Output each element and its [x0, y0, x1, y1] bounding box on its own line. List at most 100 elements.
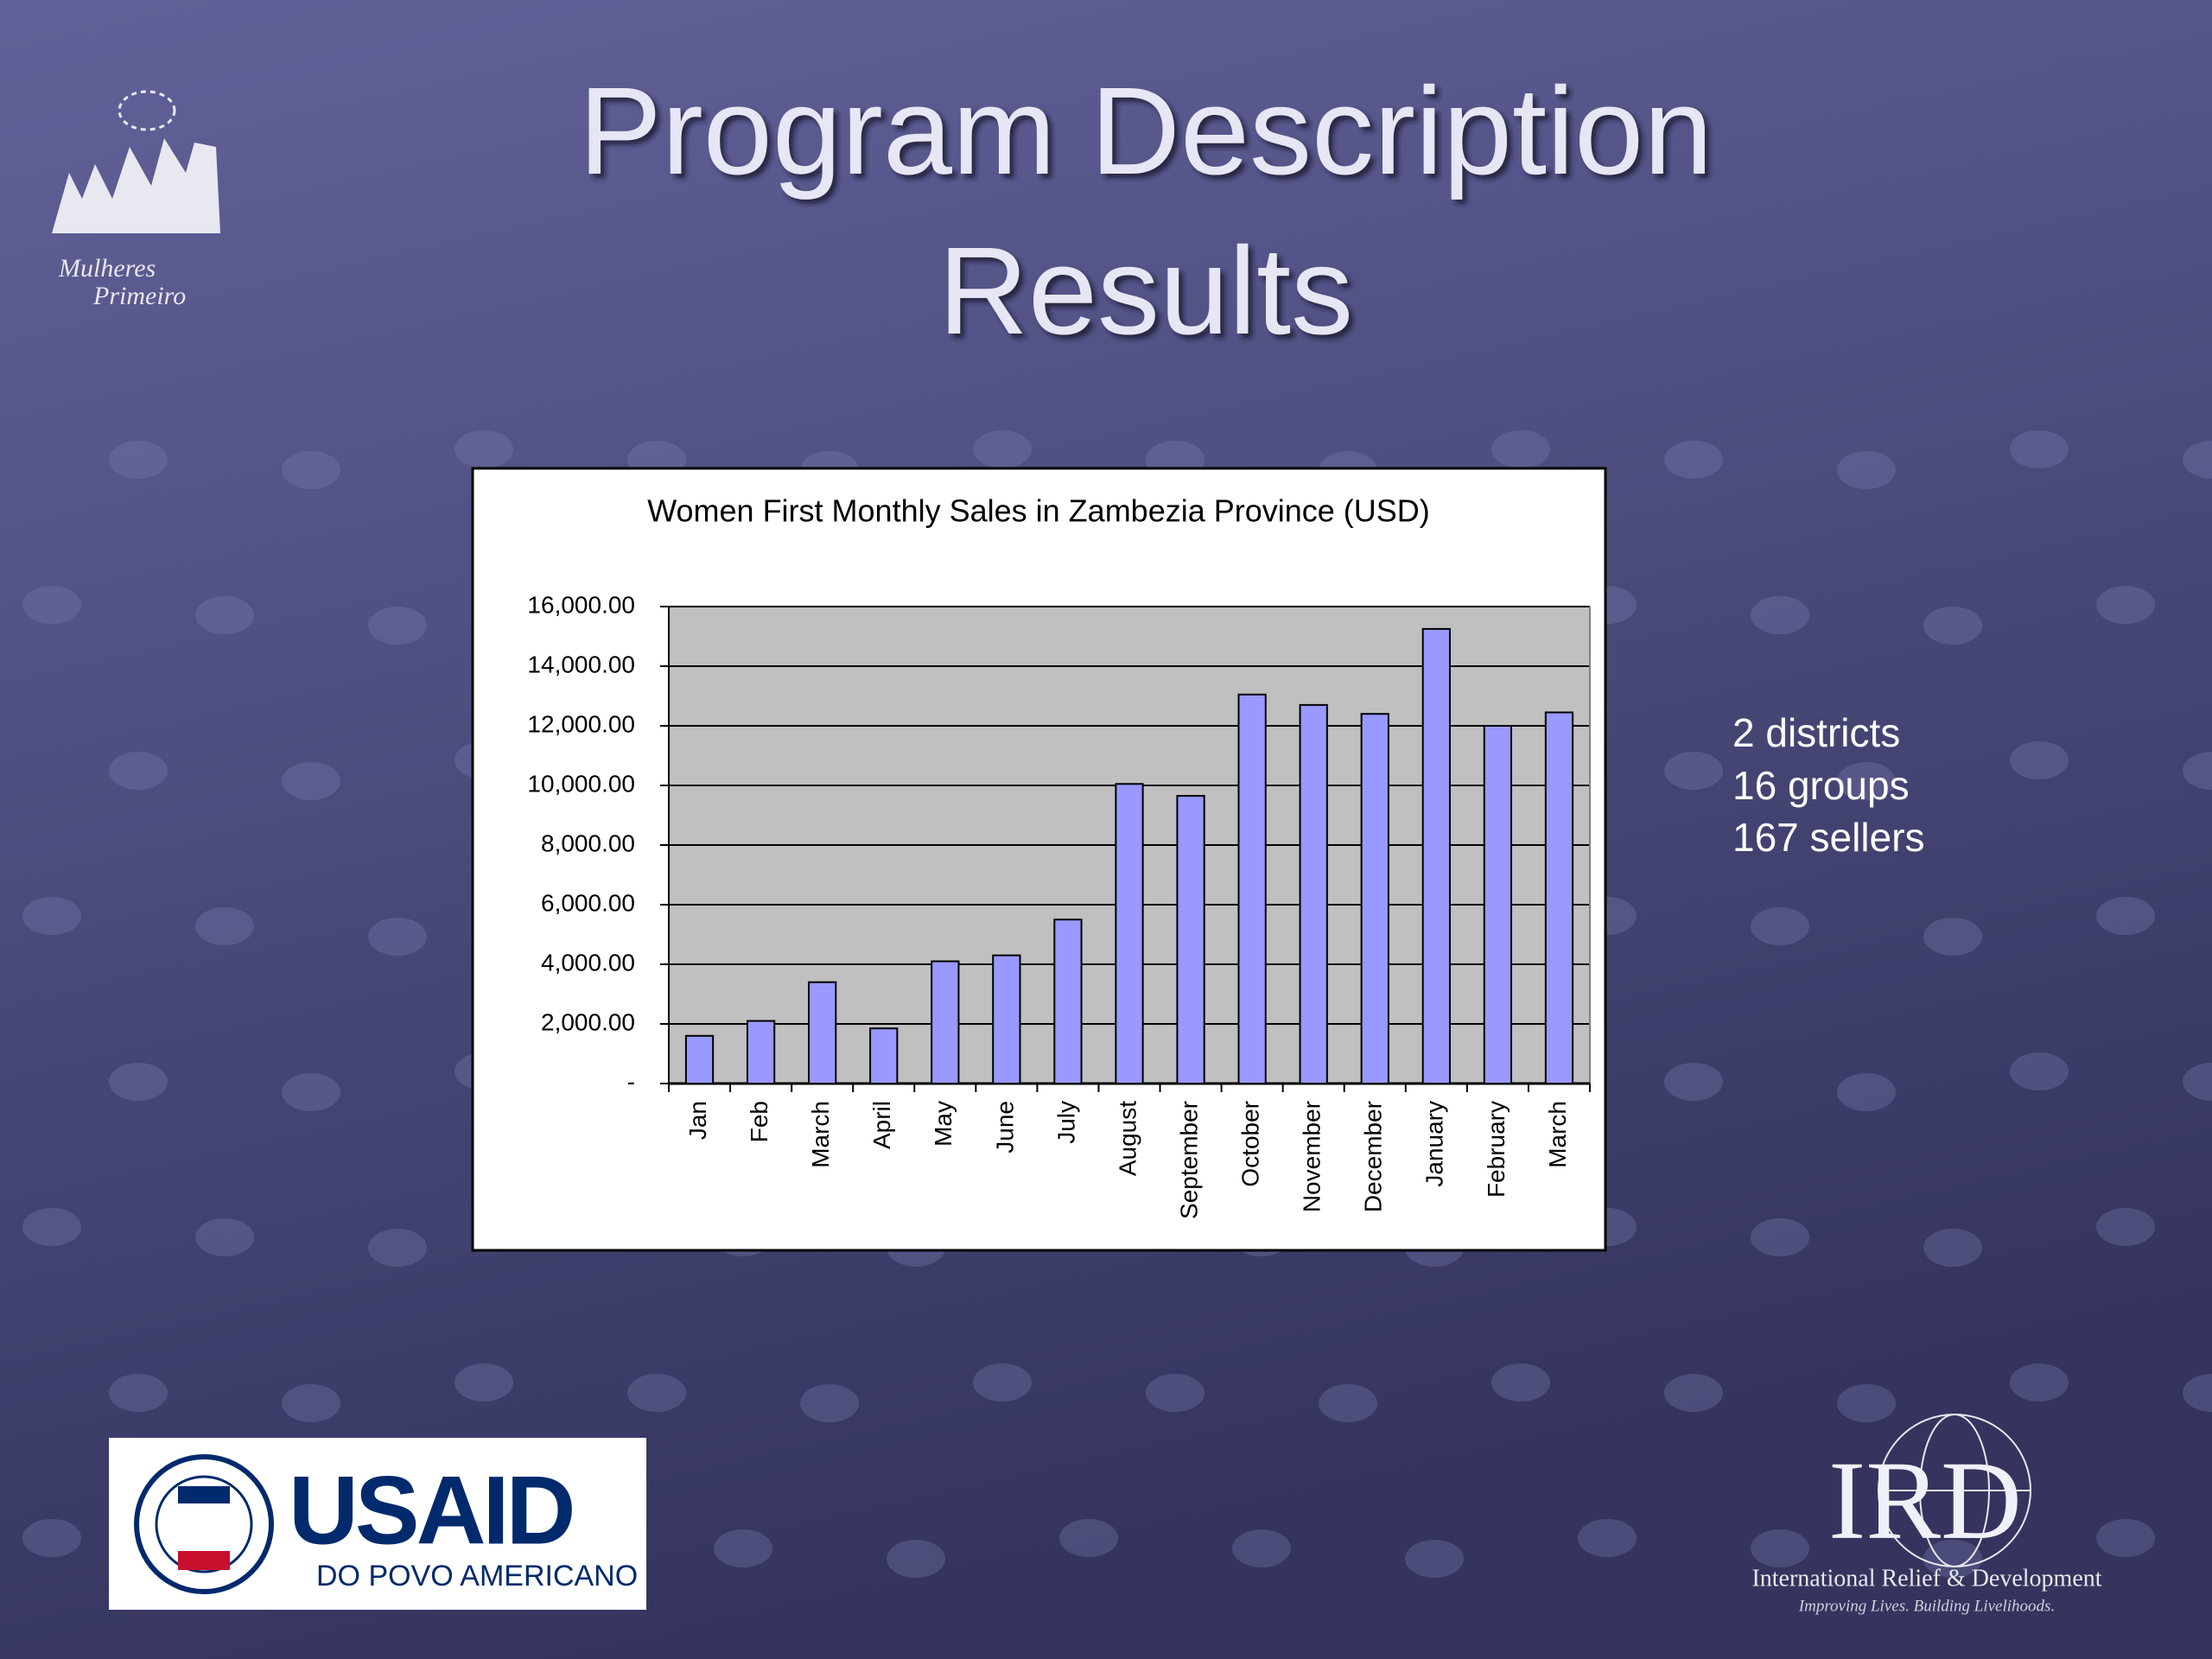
bar: [746, 1020, 776, 1085]
bar: [1544, 711, 1574, 1084]
background-dot: [109, 1374, 168, 1412]
background-dot: [1923, 607, 1982, 645]
background-dot: [454, 430, 513, 468]
logo-text: Primeiro: [92, 282, 186, 310]
x-tick-label: May: [930, 1101, 957, 1147]
bar: [1360, 713, 1389, 1084]
bar: [684, 1034, 715, 1085]
bar: [1483, 725, 1513, 1084]
x-tick-label: March: [1544, 1101, 1571, 1168]
background-dot: [1751, 596, 1809, 634]
background-dot: [1837, 1073, 1896, 1111]
background-dot: [1923, 1229, 1982, 1267]
background-dot: [22, 1208, 81, 1246]
background-dot: [1664, 441, 1723, 479]
background-dot: [195, 907, 254, 945]
background-dot: [1664, 752, 1723, 790]
y-tick-label: -: [627, 1068, 635, 1095]
logo-text: DO POVO AMERICANO: [316, 1560, 638, 1592]
logo-text: USAID: [289, 1457, 573, 1565]
bar: [1176, 795, 1205, 1084]
background-dot: [1319, 1384, 1377, 1422]
logo-text: IRD: [1828, 1439, 2022, 1563]
bar: [1115, 783, 1144, 1085]
background-dot: [973, 430, 1032, 468]
background-dot: [282, 762, 340, 800]
background-dot: [2010, 430, 2069, 468]
background-dot: [1751, 1218, 1809, 1256]
background-dot: [1491, 1363, 1550, 1402]
background-dot: [1059, 1519, 1118, 1557]
bar: [869, 1027, 899, 1085]
x-tick-label: Feb: [746, 1101, 772, 1142]
bar: [1299, 703, 1328, 1084]
background-dot: [22, 897, 81, 935]
y-tick-label: 12,000.00: [527, 710, 635, 737]
x-tick-label: March: [807, 1101, 834, 1168]
background-dot: [1578, 1519, 1637, 1557]
x-tick-label: February: [1483, 1101, 1510, 1198]
y-tick-label: 10,000.00: [527, 770, 635, 797]
logo-text: Mulheres: [58, 254, 156, 283]
bullet-text: 16 groups: [1732, 763, 1910, 808]
background-dot: [1837, 1384, 1896, 1422]
background-dot: [627, 1374, 686, 1412]
y-tick-label: 6,000.00: [541, 889, 635, 916]
bar: [1237, 693, 1267, 1085]
bullet-text: 2 districts: [1732, 710, 1900, 755]
y-tick-label: 4,000.00: [541, 949, 635, 976]
background-dot: [195, 1218, 254, 1256]
background-dot: [1923, 918, 1982, 956]
y-tick-label: 14,000.00: [527, 651, 635, 677]
y-tick-label: 8,000.00: [541, 830, 635, 856]
background-dot: [2096, 1519, 2155, 1557]
x-tick-label: December: [1360, 1101, 1387, 1212]
background-dot: [973, 1363, 1032, 1402]
bar: [1421, 627, 1451, 1084]
background-dot: [714, 1529, 772, 1567]
background-dot: [1664, 1374, 1723, 1412]
bar: [931, 960, 960, 1085]
chart-title: Women First Monthly Sales in Zambezia Pr…: [647, 493, 1430, 529]
background-dot: [368, 1229, 427, 1267]
logo-text: Improving Lives. Building Livelihoods.: [1798, 1597, 2055, 1615]
mulheres-logo: Mulheres Primeiro: [52, 90, 220, 310]
background-dot: [1837, 762, 1896, 800]
background-dot: [1232, 1529, 1291, 1567]
bar: [992, 954, 1021, 1085]
background-dot: [2183, 752, 2212, 790]
background-dot: [2096, 1208, 2155, 1246]
background-dot: [109, 441, 168, 479]
background-dot: [1837, 451, 1896, 489]
background-dot: [368, 607, 427, 645]
y-tick-label: 2,000.00: [541, 1008, 635, 1035]
slide-title: Results: [938, 221, 1353, 360]
logo-seal: [178, 1551, 230, 1570]
background-dot: [887, 1540, 945, 1578]
background-dot: [1146, 1374, 1205, 1412]
x-tick-label: June: [991, 1101, 1018, 1154]
chart: - 2,000.00 4,000.00 6,000.00 8,000.00 10,000.…: [527, 591, 1591, 1219]
bar: [1053, 918, 1083, 1084]
logo-text: International Relief & Development: [1751, 1565, 2101, 1592]
bullet-text: 167 sellers: [1732, 815, 1924, 860]
background-dot: [2096, 897, 2155, 935]
background-dot: [22, 586, 81, 624]
background-dot: [195, 596, 254, 634]
x-tick-label: November: [1299, 1101, 1325, 1212]
logo-seal: [178, 1486, 230, 1503]
x-tick-label: August: [1114, 1101, 1141, 1176]
background-dot: [368, 918, 427, 956]
background-dot: [1491, 430, 1550, 468]
background-dot: [109, 752, 168, 790]
background-dot: [109, 1063, 168, 1101]
background-dot: [2183, 1374, 2212, 1412]
background-dot: [2096, 586, 2155, 624]
background-dot: [1664, 1063, 1723, 1101]
x-tick-label: July: [1052, 1101, 1079, 1144]
usaid-logo: USAID DO POVO AMERICANO: [109, 1438, 646, 1610]
background-dot: [22, 1519, 81, 1557]
slide-title: Program Description: [579, 61, 1713, 200]
